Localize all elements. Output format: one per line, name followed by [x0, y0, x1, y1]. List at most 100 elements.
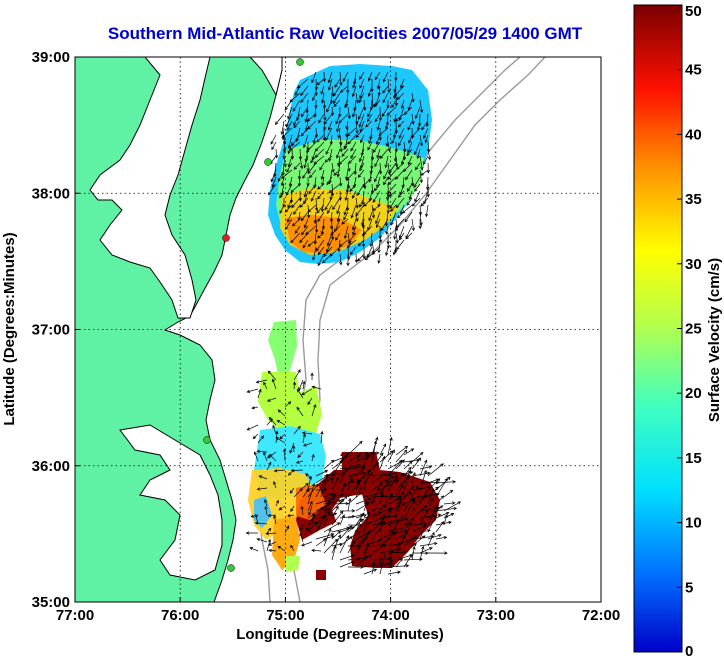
velocity-arrow	[322, 120, 327, 131]
velocity-arrow	[352, 106, 357, 118]
velocity-arrow	[373, 183, 381, 192]
velocity-arrow	[407, 120, 413, 131]
velocity-arrow	[427, 514, 437, 533]
velocity-arrow	[367, 141, 373, 151]
velocity-arrow	[273, 469, 286, 473]
velocity-arrow	[363, 516, 385, 526]
velocity-arrow	[256, 537, 268, 543]
velocity-arrow	[387, 525, 397, 540]
velocity-arrow	[315, 487, 328, 492]
velocity-arrow	[290, 505, 295, 512]
station-marker	[296, 58, 304, 66]
velocity-arrow	[322, 253, 333, 264]
velocity-arrow	[397, 120, 405, 128]
velocity-arrow	[419, 469, 427, 491]
velocity-arrow	[419, 489, 428, 505]
velocity-arrow	[363, 500, 369, 512]
velocity-arrow	[329, 218, 334, 230]
velocity-arrow	[344, 99, 349, 109]
velocity-arrow	[414, 190, 421, 203]
velocity-arrow	[387, 526, 404, 533]
velocity-arrow	[339, 85, 349, 93]
velocity-arrow	[359, 197, 365, 208]
velocity-arrow	[303, 134, 309, 149]
velocity-arrow	[331, 510, 344, 526]
velocity-arrow	[372, 141, 381, 153]
velocity-arrow	[268, 416, 277, 426]
velocity-arrow	[443, 514, 448, 526]
velocity-arrow	[385, 190, 390, 201]
velocity-arrow	[299, 532, 304, 543]
velocity-arrow	[435, 476, 451, 491]
velocity-arrow	[391, 134, 397, 145]
velocity-arrow	[287, 197, 293, 209]
velocity-arrow	[379, 493, 384, 505]
velocity-arrow	[388, 162, 397, 174]
velocity-arrow	[246, 388, 259, 393]
velocity-arrow	[300, 85, 309, 97]
velocity-arrow	[270, 169, 277, 183]
velocity-arrow	[339, 509, 356, 513]
velocity-arrow	[332, 197, 341, 211]
velocity-arrow	[385, 246, 389, 257]
velocity-arrow	[403, 484, 414, 498]
velocity-arrow	[339, 535, 349, 554]
velocity-arrow	[300, 505, 304, 516]
velocity-arrow	[359, 71, 365, 80]
velocity-arrow	[391, 99, 397, 109]
velocity-arrow	[398, 134, 405, 147]
velocity-arrow	[327, 120, 333, 131]
velocity-arrow	[328, 183, 341, 194]
velocity-arrow	[323, 499, 342, 505]
station-marker	[227, 564, 235, 572]
colorbar	[633, 4, 683, 653]
colorbar-tick-label: 45	[685, 62, 702, 79]
velocity-arrow	[371, 494, 389, 499]
velocity-arrow	[394, 141, 398, 153]
velocity-arrow	[335, 113, 341, 125]
velocity-arrow	[267, 370, 277, 381]
velocity-arrow	[305, 473, 313, 480]
velocity-arrow	[402, 162, 413, 172]
colorbar-tick-label: 50	[685, 3, 702, 20]
velocity-arrow	[323, 106, 327, 121]
velocity-arrow	[427, 533, 442, 540]
velocity-arrow	[435, 495, 445, 505]
velocity-arrow	[275, 437, 286, 444]
velocity-arrow	[387, 459, 403, 477]
velocity-arrow	[371, 246, 381, 256]
velocity-arrow	[331, 498, 345, 512]
velocity-arrow	[303, 183, 309, 198]
velocity-arrow	[396, 92, 405, 101]
velocity-arrow	[371, 544, 387, 554]
velocity-arrow	[407, 141, 413, 154]
velocity-arrow	[395, 232, 399, 244]
velocity-arrow	[420, 197, 429, 207]
velocity-arrow	[323, 535, 335, 540]
velocity-arrow	[312, 246, 317, 261]
velocity-arrow	[347, 523, 363, 527]
velocity-arrow	[377, 253, 381, 264]
velocity-arrow	[279, 190, 285, 199]
velocity-arrow	[350, 148, 357, 159]
velocity-arrow	[320, 489, 324, 498]
velocity-arrow	[292, 381, 297, 390]
velocity-arrow	[419, 99, 424, 114]
velocity-arrow	[367, 106, 373, 118]
velocity-arrow	[304, 113, 309, 123]
velocity-arrow	[363, 568, 378, 575]
velocity-arrow	[288, 176, 293, 188]
velocity-arrow	[294, 225, 301, 234]
velocity-arrow	[279, 433, 286, 440]
velocity-arrow	[403, 517, 415, 526]
velocity-arrow	[251, 406, 259, 410]
map-layer	[75, 57, 546, 602]
velocity-arrow	[403, 448, 415, 456]
velocity-arrow	[355, 197, 359, 209]
velocity-arrow	[307, 483, 319, 498]
velocity-arrow	[406, 197, 413, 206]
velocity-arrow	[335, 232, 341, 241]
velocity-arrow	[307, 204, 317, 213]
velocity-arrow	[337, 239, 341, 253]
velocity-arrow	[382, 92, 389, 104]
